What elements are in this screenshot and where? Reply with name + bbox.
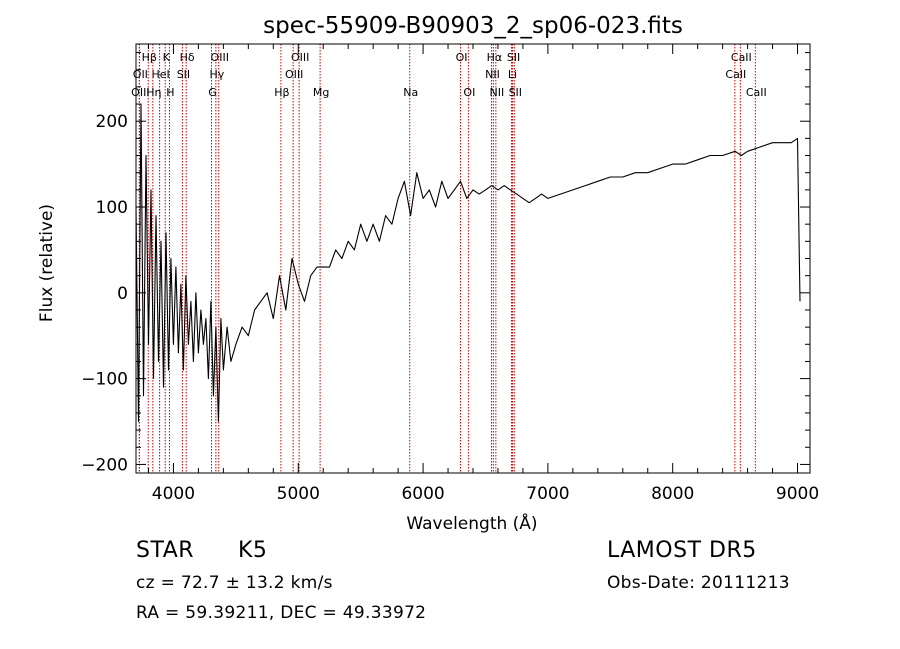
x-tick-label: 4000 — [152, 484, 195, 504]
line-marker-label: Hβ — [274, 86, 289, 99]
line-marker-label: Hα — [487, 51, 503, 64]
y-tick-label: 200 — [96, 112, 128, 132]
line-marker-label: NII — [489, 86, 504, 99]
plot-frame — [135, 43, 811, 474]
survey-name: LAMOST DR5 — [607, 538, 757, 563]
line-marker-label: Li — [508, 68, 517, 81]
line-marker-label: HeI — [151, 68, 169, 81]
line-marker-label: G — [208, 86, 217, 99]
object-subclass: K5 — [238, 538, 268, 563]
y-axis-label: Flux (relative) — [37, 204, 57, 322]
line-marker-label: CaII — [746, 86, 767, 99]
line-marker-label: Hδ — [180, 51, 195, 64]
y-tick-label: −100 — [81, 370, 128, 390]
line-marker-label: Mg — [313, 86, 329, 99]
line-marker-label: Hβ — [142, 51, 157, 64]
axes: 4000 5000 6000 7000 8000 9000 −200 −100 0 100 200 — [81, 44, 819, 504]
line-markers: Hβ K Hδ OIII OIII OI Hα SII CaII OII HeI SII Hγ OIII N… — [131, 44, 767, 473]
redshift-cz: cz = 72.7 ± 13.2 km/s — [136, 573, 333, 593]
line-marker-label: Hγ — [209, 68, 224, 81]
line-marker-label: OII — [133, 68, 148, 81]
x-tick-label: 7000 — [526, 484, 569, 504]
line-marker-label: K — [163, 51, 171, 64]
x-tick-label: 8000 — [651, 484, 694, 504]
coordinates: RA = 59.39211, DEC = 49.33972 — [136, 603, 427, 623]
line-marker-label: CaII — [731, 51, 752, 64]
line-marker-label: OIII — [285, 68, 303, 81]
line-marker-label: H — [166, 86, 174, 99]
line-marker-label: OI — [463, 86, 475, 99]
line-marker-label: SII — [177, 68, 190, 81]
series-layer — [135, 103, 801, 423]
spectrum-line-0 — [135, 103, 801, 423]
x-tick-label: 9000 — [776, 484, 819, 504]
y-tick-label: 100 — [96, 198, 128, 218]
chart-title: spec-55909-B90903_2_sp06-023.fits — [263, 13, 683, 39]
x-tick-label: 6000 — [401, 484, 444, 504]
line-marker-label: Na — [403, 86, 418, 99]
x-tick-label: 5000 — [277, 484, 320, 504]
line-marker-label: OIII — [211, 51, 229, 64]
object-class: STAR — [136, 538, 195, 563]
line-marker-label: SII — [507, 51, 520, 64]
y-tick-label: 0 — [117, 284, 128, 304]
line-marker-label: NII — [485, 68, 500, 81]
line-marker-label: CaII — [725, 68, 746, 81]
line-marker-label: OIII — [291, 51, 309, 64]
observation-date: Obs-Date: 20111213 — [607, 573, 790, 593]
line-marker-label: SII — [509, 86, 522, 99]
line-marker-label: OI — [456, 51, 468, 64]
x-axis-label: Wavelength (Å) — [406, 512, 537, 534]
line-marker-label: Hη — [146, 86, 161, 99]
y-tick-label: −200 — [81, 455, 128, 475]
